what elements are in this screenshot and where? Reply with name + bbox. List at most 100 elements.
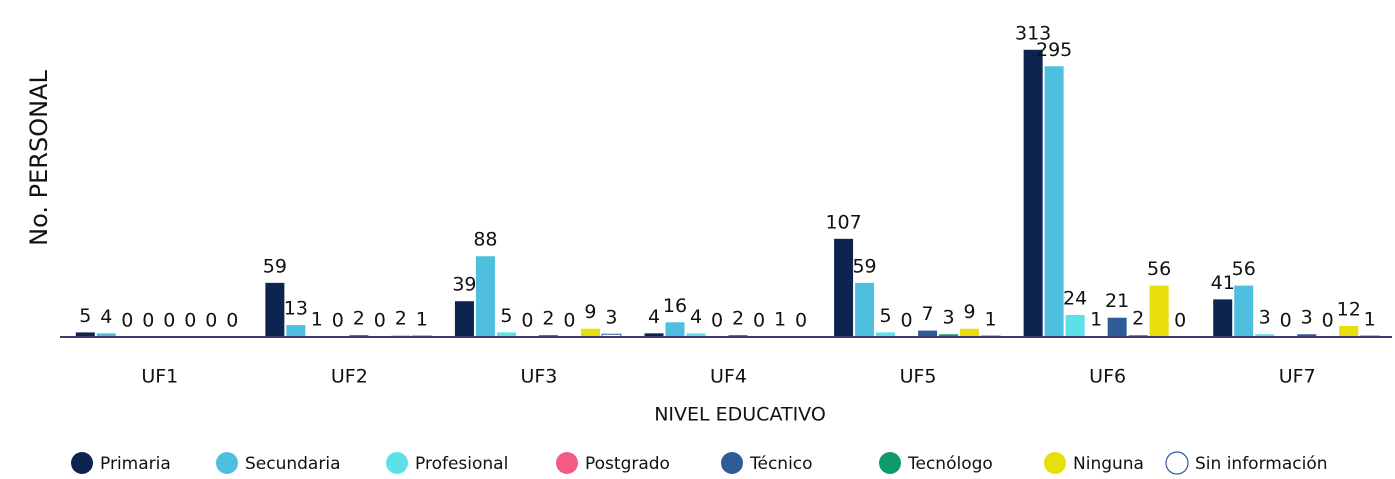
legend-swatch — [1165, 451, 1189, 475]
bar — [286, 325, 306, 337]
legend-swatch — [71, 452, 93, 474]
bar — [475, 256, 495, 337]
x-tick-label: UF2 — [331, 366, 368, 388]
bar — [1213, 299, 1233, 337]
data-label: 3 — [605, 307, 617, 329]
legend-label: Técnico — [749, 454, 813, 474]
bar — [1255, 334, 1275, 337]
bar — [1339, 325, 1359, 337]
data-label: 2 — [732, 308, 744, 330]
bar — [454, 301, 474, 337]
bar — [1149, 285, 1169, 337]
data-label: 3 — [1301, 307, 1313, 329]
data-label: 0 — [563, 310, 575, 332]
data-label: 2 — [1132, 308, 1144, 330]
legend-label: Postgrado — [585, 454, 670, 474]
data-label: 0 — [142, 310, 154, 332]
data-label: 4 — [690, 306, 702, 328]
bar — [1297, 334, 1317, 337]
bar — [265, 282, 285, 337]
data-label: 0 — [184, 310, 196, 332]
data-label: 0 — [901, 310, 913, 332]
data-label: 0 — [226, 310, 238, 332]
data-label: 7 — [922, 303, 934, 325]
data-label: 295 — [1036, 39, 1072, 61]
data-label: 41 — [1211, 272, 1235, 294]
data-label: 9 — [584, 301, 596, 323]
data-label: 5 — [500, 305, 512, 327]
bar — [939, 334, 959, 337]
legend-label: Tecnólogo — [907, 454, 993, 474]
legend-swatch — [721, 452, 743, 474]
bar — [918, 330, 938, 337]
data-label: 3 — [943, 307, 955, 329]
data-label: 88 — [473, 229, 497, 251]
bar — [855, 282, 875, 337]
data-label: 0 — [374, 310, 386, 332]
bar — [686, 333, 706, 337]
data-label: 12 — [1337, 298, 1361, 320]
data-label: 0 — [1280, 310, 1292, 332]
data-label: 4 — [648, 306, 660, 328]
data-label: 56 — [1232, 258, 1256, 280]
x-tick-label: UF6 — [1089, 366, 1126, 388]
data-label: 5 — [79, 305, 91, 327]
x-tick-label: UF4 — [710, 366, 747, 388]
data-label: 24 — [1063, 287, 1087, 309]
bar — [1107, 317, 1127, 337]
legend-label: Profesional — [415, 454, 508, 474]
data-label: 1 — [774, 309, 786, 331]
data-label: 313 — [1015, 22, 1051, 44]
data-label: 0 — [795, 310, 807, 332]
bar — [665, 322, 685, 337]
bar — [496, 332, 516, 337]
bar — [834, 238, 854, 337]
data-label: 1 — [985, 309, 997, 331]
legend-swatch — [1044, 452, 1066, 474]
data-label: 1 — [1090, 309, 1102, 331]
legend-label: Sin información — [1195, 454, 1328, 474]
bar — [1065, 314, 1085, 337]
bar — [75, 332, 95, 337]
data-label: 0 — [711, 310, 723, 332]
legend-label: Primaria — [100, 454, 171, 474]
x-tick-label: UF5 — [900, 366, 937, 388]
data-label: 0 — [121, 310, 133, 332]
data-label: 16 — [663, 295, 687, 317]
bar — [876, 332, 896, 337]
data-label: 0 — [521, 310, 533, 332]
data-label: 0 — [1322, 310, 1334, 332]
data-label: 1 — [416, 309, 428, 331]
bar — [644, 333, 664, 337]
data-label: 1 — [1364, 309, 1376, 331]
data-label: 5 — [880, 305, 892, 327]
legend-label: Secundaria — [245, 454, 340, 474]
data-label: 39 — [452, 274, 476, 296]
x-tick-label: UF3 — [520, 366, 557, 388]
data-label: 0 — [205, 310, 217, 332]
data-label: 107 — [825, 211, 861, 233]
data-label: 59 — [263, 255, 287, 277]
data-label: 3 — [1259, 307, 1271, 329]
data-label: 21 — [1105, 290, 1129, 312]
bar — [1023, 49, 1043, 338]
data-label: 2 — [542, 308, 554, 330]
data-label: 9 — [964, 301, 976, 323]
data-label: 13 — [284, 298, 308, 320]
x-tick-label: UF7 — [1279, 366, 1316, 388]
data-label: 0 — [753, 310, 765, 332]
data-label: 4 — [100, 306, 112, 328]
x-tick-label: UF1 — [141, 366, 178, 388]
x-axis-title: NIVEL EDUCATIVO — [654, 404, 826, 426]
data-label: 0 — [163, 310, 175, 332]
legend-swatch — [556, 452, 578, 474]
data-label: 59 — [852, 255, 876, 277]
bar — [580, 328, 600, 337]
data-label: 0 — [1174, 310, 1186, 332]
legend-swatch — [386, 452, 408, 474]
data-label: 2 — [395, 308, 407, 330]
bar — [1234, 285, 1254, 337]
data-label: 0 — [332, 310, 344, 332]
y-axis-title: No. PERSONAL — [25, 70, 53, 246]
